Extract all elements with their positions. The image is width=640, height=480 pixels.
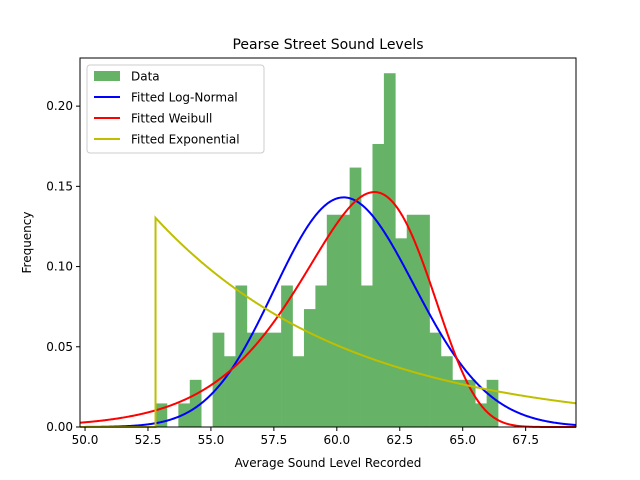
- legend-label: Fitted Weibull: [131, 112, 212, 126]
- legend-label: Fitted Exponential: [131, 133, 240, 147]
- histogram-bar: [303, 309, 316, 427]
- x-axis-label: Average Sound Level Recorded: [235, 456, 422, 470]
- fitted-curve: [79, 191, 576, 428]
- histogram-bar: [338, 214, 350, 427]
- histogram-bar: [418, 214, 430, 427]
- histogram-bar: [383, 73, 396, 427]
- histogram-bar: [372, 143, 385, 427]
- histogram-bar: [281, 285, 293, 427]
- histogram-bar: [258, 332, 271, 427]
- legend: Data Fitted Log-Normal Fitted Weibull Fitte…: [86, 64, 265, 154]
- x-tick-label: 62.5: [386, 433, 413, 447]
- legend-label: Fitted Log-Normal: [131, 91, 238, 105]
- chart-title: Pearse Street Sound Levels: [232, 37, 423, 53]
- histogram-bar: [155, 403, 168, 427]
- fitted-curve: [80, 196, 577, 428]
- histogram-bar: [189, 379, 202, 427]
- legend-swatch: [94, 71, 120, 81]
- y-tick-label: 0.00: [46, 420, 73, 434]
- histogram-bar: [235, 285, 248, 427]
- histogram-bar: [269, 332, 282, 427]
- y-axis-ticks: 0.00 0.05 0.10 0.15 0.20: [46, 99, 80, 434]
- x-tick-label: 67.5: [512, 433, 539, 447]
- y-tick-label: 0.10: [46, 260, 73, 274]
- x-axis-ticks: 50.0 52.5 55.0 57.5 60.0 62.5 65.0 67.5: [72, 427, 539, 447]
- y-tick-label: 0.15: [46, 179, 73, 193]
- x-tick-label: 52.5: [135, 433, 162, 447]
- histogram-bar: [224, 356, 236, 427]
- y-axis-label: Frequency: [20, 212, 34, 274]
- histogram-bar: [406, 214, 419, 427]
- histogram-bar: [475, 403, 487, 427]
- histogram-bar: [246, 332, 259, 427]
- histogram-bar: [326, 214, 339, 427]
- histogram-bar: [292, 356, 305, 427]
- x-tick-label: 57.5: [261, 433, 288, 447]
- fitted-curve: [80, 215, 577, 428]
- histogram-bar: [452, 379, 465, 427]
- legend-box: [86, 64, 265, 154]
- histogram-bar: [349, 167, 362, 427]
- histogram-bar: [486, 379, 499, 427]
- histogram-bar: [315, 285, 328, 427]
- plot-frame: [79, 57, 577, 428]
- x-tick-label: 55.0: [198, 433, 225, 447]
- histogram-bar: [440, 356, 453, 427]
- histogram-bar: [429, 332, 442, 427]
- x-tick-label: 65.0: [449, 433, 476, 447]
- y-tick-label: 0.20: [46, 99, 73, 113]
- y-tick-label: 0.05: [46, 340, 73, 354]
- x-tick-label: 50.0: [72, 433, 99, 447]
- x-tick-label: 60.0: [323, 433, 350, 447]
- fitted-curves: [79, 191, 577, 428]
- histogram-bar: [463, 379, 476, 427]
- legend-label: Data: [131, 70, 160, 84]
- histogram-bar: [395, 238, 408, 427]
